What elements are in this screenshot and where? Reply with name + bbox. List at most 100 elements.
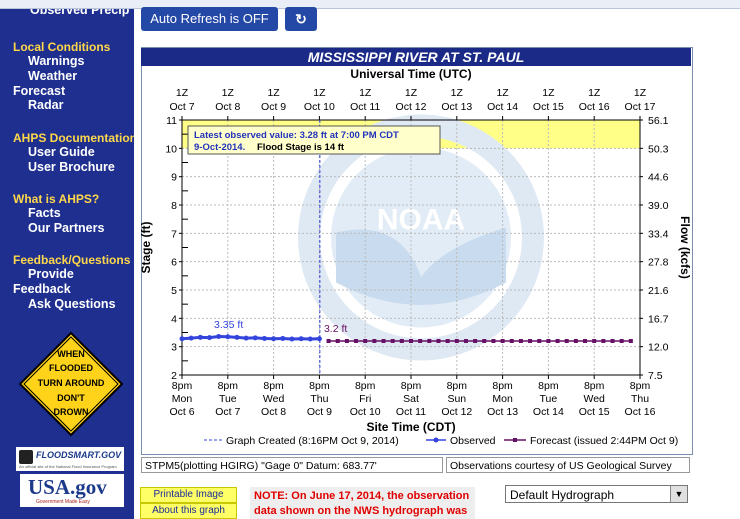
sidebar-item-our-partners[interactable]: Our Partners [28,221,105,235]
left-axis-title: Stage (ft) [141,222,153,274]
legend-observed-marker [433,437,439,443]
top-tick-date: Oct 7 [169,101,194,113]
top-tick-date: Oct 10 [304,101,335,113]
bottom-axis-title: Site Time (CDT) [366,420,455,434]
y-tick-left: 5 [171,285,177,297]
bottom-tick-date: Oct 15 [579,406,610,418]
observed-point [316,336,322,342]
top-tick-hour: 1Z [588,87,601,99]
y-tick-left: 2 [171,370,177,382]
hydrograph-select-value: Default Hydrograph [510,488,615,502]
sidebar-item-user-guide[interactable]: User Guide [28,145,95,159]
forecast-point [436,339,441,343]
sidebar-item-radar[interactable]: Radar [28,98,64,112]
usagov-subtext: Government Made Easy [36,499,90,505]
sidebar-heading-ahps-documentation: AHPS Documentation [13,131,138,145]
y-tick-left: 3 [171,342,177,354]
sign-line-3: TURN AROUND [38,378,105,388]
forecast-point [610,339,615,343]
forecast-point [354,339,359,343]
y-tick-left: 10 [165,143,177,155]
floodsmart-text: FLOODSMART.GOV [36,450,122,460]
sidebar-heading-what-is-ahps: What is AHPS? [13,192,100,206]
bottom-tick-day: Wed [263,393,285,405]
sidebar-item-warnings[interactable]: Warnings [28,54,85,68]
refresh-button[interactable]: ↻ [285,7,317,31]
top-tick-hour: 1Z [542,87,555,99]
top-tick-hour: 1Z [176,87,189,99]
sidebar-item-user-brochure[interactable]: User Brochure [28,160,115,174]
bottom-tick-time: 8pm [309,380,330,392]
bottom-tick-time: 8pm [263,380,284,392]
forecast-point [445,339,450,343]
warning-sign-shape [18,331,124,437]
bottom-tick-time: 8pm [447,380,468,392]
forecast-point [564,339,569,343]
sidebar-item-facts[interactable]: Facts [28,206,61,220]
usagov-text: USA.gov [28,475,107,499]
hydrograph-select[interactable]: Default Hydrograph ▼ [505,485,688,503]
bottom-tick-date: Oct 13 [487,406,518,418]
sidebar-item-ask-questions[interactable]: Ask Questions [28,297,116,311]
floodsmart-subtext: An official site of the National Flood I… [19,464,117,469]
top-tick-date: Oct 11 [350,101,380,113]
sidebar-item-provide[interactable]: Provide [28,267,74,281]
turn-around-dont-drown-sign[interactable]: WHEN FLOODED TURN AROUND DON'T DROWN [18,331,124,437]
y-tick-right: 50.3 [648,143,669,155]
forecast-point [363,339,368,343]
bottom-tick-date: Oct 11 [396,406,426,418]
about-graph-button[interactable]: About this graph [140,503,237,519]
bottom-tick-date: Oct 14 [533,406,564,418]
observed-point [197,334,203,340]
bottom-tick-date: Oct 12 [441,406,472,418]
right-axis-title: Flow (kcfs) [678,216,691,279]
top-axis-title: Universal Time (UTC) [350,67,471,81]
top-tick-hour: 1Z [313,87,326,99]
top-tick-hour: 1Z [496,87,509,99]
forecast-point [344,339,349,343]
top-tick-date: Oct 9 [261,101,286,113]
forecast-point [381,339,386,343]
chevron-down-icon[interactable]: ▼ [670,486,687,502]
forecast-point [528,339,533,343]
top-tick-date: Oct 15 [533,101,564,113]
sidebar-item-weather[interactable]: Weather [28,69,78,83]
sidebar-item-feedback[interactable]: Feedback [13,282,71,296]
sidebar-top-item[interactable]: Observed Precip [30,5,130,17]
y-tick-right: 33.4 [648,228,669,240]
y-tick-right: 7.5 [648,370,663,382]
observed-point [179,336,185,342]
bottom-tick-day: Mon [172,393,193,405]
observed-point [298,336,304,342]
noaa-watermark-bird [336,227,506,305]
bottom-tick-time: 8pm [538,380,559,392]
bottom-tick-date: Oct 16 [625,406,656,418]
sign-line-5: DROWN [54,407,89,417]
bottom-tick-date: Oct 6 [169,406,194,418]
bottom-tick-day: Fri [359,393,371,405]
sign-line-1: WHEN [57,349,85,359]
observed-point [188,335,194,341]
y-tick-right: 21.6 [648,285,669,297]
top-tick-hour: 1Z [359,87,372,99]
sidebar-heading-forecast[interactable]: Forecast [13,84,66,98]
top-tick-date: Oct 16 [579,101,610,113]
bottom-tick-time: 8pm [492,380,513,392]
forecast-point [409,339,413,343]
y-tick-right: 56.1 [648,115,669,127]
sidebar-heading-local-conditions: Local Conditions [13,40,111,54]
floodsmart-logo[interactable]: FLOODSMART.GOV An official site of the N… [16,447,124,471]
forecast-point [482,339,487,343]
forecast-point [473,339,478,343]
legend-forecast-marker [513,438,517,442]
bottom-tick-day: Mon [492,393,513,405]
observed-point [225,334,231,340]
forecast-point [573,339,578,343]
printable-image-button[interactable]: Printable Image [140,487,237,503]
y-tick-left: 11 [166,115,177,127]
legend-forecast-label: Forecast (issued 2:44PM Oct 9) [530,435,678,447]
forecast-point [518,339,523,343]
usagov-logo[interactable]: USA.gov Government Made Easy [20,474,124,507]
bottom-tick-time: 8pm [584,380,605,392]
auto-refresh-button[interactable]: Auto Refresh is OFF [141,7,278,31]
